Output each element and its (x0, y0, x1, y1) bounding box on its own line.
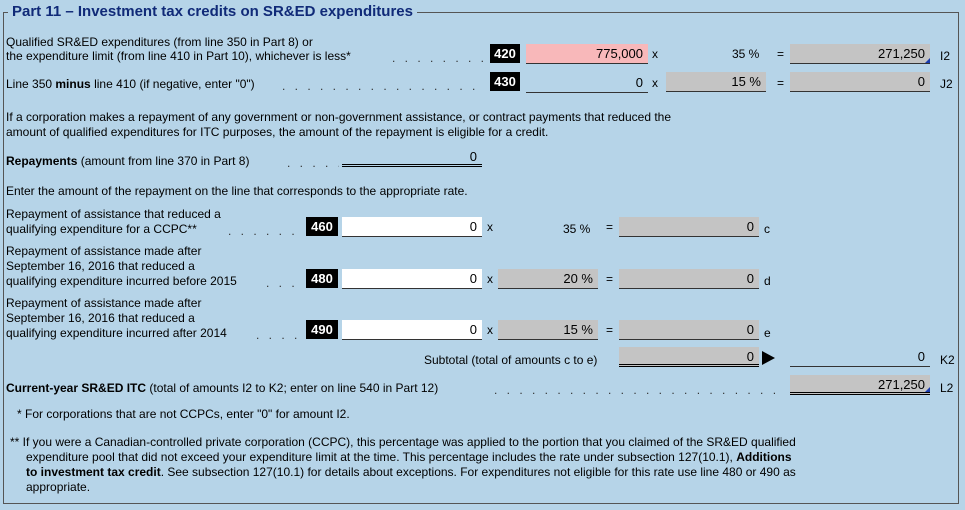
row-480-label-line1: Repayment of assistance made after (6, 244, 202, 258)
line-code-490: 490 (306, 320, 338, 339)
equals-sign: = (777, 76, 785, 90)
line-code-480: 480 (306, 269, 338, 288)
line-code-420: 420 (490, 44, 520, 63)
amount-d-label: d (764, 274, 771, 288)
equals-sign: = (606, 323, 614, 337)
repayment-note-line1: If a corporation makes a repayment of an… (6, 110, 672, 124)
multiply-sign: x (652, 76, 658, 90)
amount-i2-label: I2 (940, 49, 951, 63)
leader-dots: . . . . . . . . . . . . (392, 51, 484, 65)
amount-k2-field: 0 (790, 347, 930, 367)
repayments-label: Repayments (amount from line 370 in Part… (6, 154, 250, 168)
amount-j2-field: 0 (790, 72, 930, 92)
row-460-label-line1: Repayment of assistance that reduced a (6, 207, 221, 221)
leader-dots: . . . . . (287, 156, 339, 170)
amount-e-field: 0 (619, 320, 759, 340)
equals-sign: = (606, 272, 614, 286)
row-420-label-line1: Qualified SR&ED expenditures (from line … (6, 35, 313, 49)
repayment-before-2015-input[interactable]: 0 (342, 269, 482, 289)
line-code-460: 460 (306, 217, 338, 236)
row-430-label: Line 350 minus line 410 (if negative, en… (6, 77, 255, 91)
amount-e-label: e (764, 326, 771, 340)
equals-sign: = (606, 220, 614, 234)
row-490-label-line2: September 16, 2016 that reduced a (6, 311, 195, 325)
row-460-label-line2: qualifying expenditure for a CCPC** (6, 222, 197, 236)
amount-l2-label: L2 (940, 381, 954, 395)
line-code-430: 430 (490, 72, 520, 91)
footnote-ccpc-line1: ** If you were a Canadian-controlled pri… (10, 435, 796, 449)
multiply-sign: x (487, 272, 493, 286)
row-480-label-line3: qualifying expenditure incurred before 2… (6, 274, 237, 288)
qualified-expenditures-input[interactable]: 775,000 (526, 44, 648, 64)
section-title: Part 11 – Investment tax credits on SR&E… (8, 3, 417, 20)
equals-sign: = (777, 47, 785, 61)
line-430-amount: 0 (526, 73, 648, 93)
rate-35-label: 35 % (563, 222, 591, 236)
repayments-amount: 0 (342, 147, 482, 167)
footnote-ccpc-line4: appropriate. (26, 480, 91, 494)
row-420-label-line2: the expenditure limit (from line 410 in … (6, 49, 351, 63)
amount-l2-field: 271,250 (790, 375, 930, 395)
subtotal-amount: 0 (619, 347, 759, 367)
amount-d-field: 0 (619, 269, 759, 289)
repayment-note-line2: amount of qualified expenditures for ITC… (6, 125, 549, 139)
repayment-after-2014-input[interactable]: 0 (342, 320, 482, 340)
row-490-label-line1: Repayment of assistance made after (6, 296, 202, 310)
footnote-ccpc-line3: to investment tax credit. See subsection… (26, 465, 796, 479)
amount-i2-field: 271,250 (790, 44, 930, 64)
leader-dots: . . . . . . . . . . . . . . . . . . . . … (282, 79, 484, 93)
rate-35-label: 35 % (732, 47, 760, 61)
amount-k2-label: K2 (940, 353, 955, 367)
rate-15-field: 15 % (666, 72, 766, 92)
multiply-sign: x (652, 47, 658, 61)
arrow-right-icon (762, 351, 775, 365)
rate-20-field: 20 % (498, 269, 598, 289)
current-year-itc-label: Current-year SR&ED ITC (total of amounts… (6, 381, 439, 395)
amount-c-field: 0 (619, 217, 759, 237)
section-frame (3, 12, 959, 504)
row-480-label-line2: September 16, 2016 that reduced a (6, 259, 195, 273)
multiply-sign: x (487, 323, 493, 337)
amount-j2-label: J2 (940, 77, 953, 91)
leader-dots: . . . . . . . . . . (228, 224, 304, 238)
repayment-ccpc-input[interactable]: 0 (342, 217, 482, 237)
multiply-sign: x (487, 220, 493, 234)
leader-dots: . . . . (266, 276, 304, 290)
footnote-non-ccpc: * For corporations that are not CCPCs, e… (17, 407, 350, 421)
leader-dots: . . . . . . . . . . . . . . . . . . . . … (494, 383, 786, 397)
amount-c-label: c (764, 222, 770, 236)
rate-15-field: 15 % (498, 320, 598, 340)
enter-amount-note: Enter the amount of the repayment on the… (6, 184, 468, 198)
footnote-ccpc-line2: expenditure pool that did not exceed you… (26, 450, 792, 464)
subtotal-label: Subtotal (total of amounts c to e) (424, 353, 598, 367)
leader-dots: . . . . . (256, 328, 304, 342)
row-490-label-line3: qualifying expenditure incurred after 20… (6, 326, 227, 340)
